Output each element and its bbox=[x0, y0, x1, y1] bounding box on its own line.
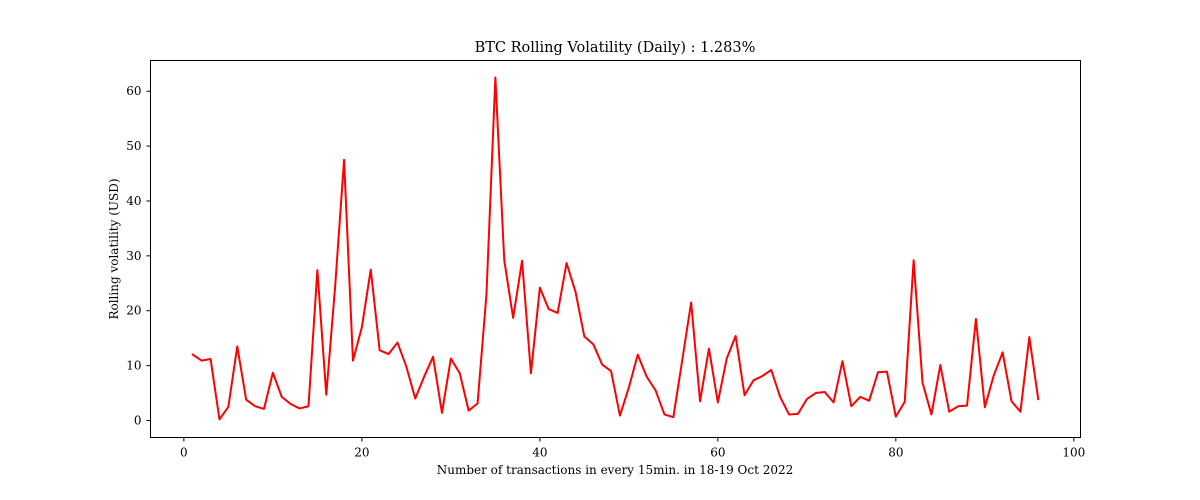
y-tick-label: 30 bbox=[126, 249, 141, 263]
y-axis-title: Rolling volatility (USD) bbox=[107, 178, 121, 319]
volatility-series-line bbox=[191, 76, 1040, 421]
x-axis-title: Number of transactions in every 15min. i… bbox=[437, 463, 794, 477]
x-tick-label: 0 bbox=[180, 446, 188, 460]
x-tick-label: 60 bbox=[710, 446, 725, 460]
plot-area bbox=[150, 60, 1081, 438]
chart-title: BTC Rolling Volatility (Daily) : 1.283% bbox=[475, 40, 756, 56]
y-tick-label: 20 bbox=[126, 304, 141, 318]
x-axis: 0 20 40 60 80 100 bbox=[180, 437, 1085, 460]
x-tick-label: 80 bbox=[888, 446, 903, 460]
y-tick-label: 10 bbox=[126, 359, 141, 373]
y-tick-label: 60 bbox=[126, 84, 141, 98]
y-tick-label: 40 bbox=[126, 194, 141, 208]
y-axis: 0 10 20 30 40 50 60 bbox=[126, 84, 151, 427]
x-tick-label: 20 bbox=[354, 446, 369, 460]
x-tick-label: 100 bbox=[1062, 446, 1085, 460]
data-points bbox=[193, 78, 1038, 420]
plot-frame bbox=[150, 60, 1081, 438]
x-tick-label: 40 bbox=[532, 446, 547, 460]
y-tick-label: 50 bbox=[126, 139, 141, 153]
y-tick-label: 0 bbox=[134, 413, 142, 427]
